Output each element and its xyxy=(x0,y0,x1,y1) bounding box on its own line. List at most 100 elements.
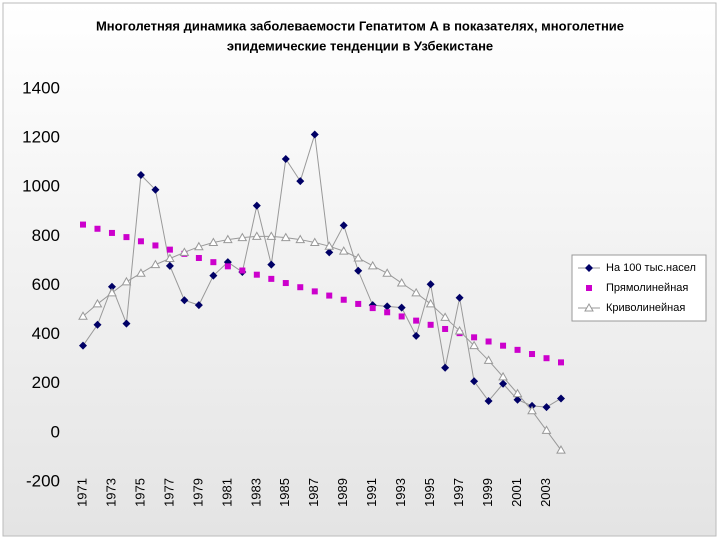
data-point xyxy=(324,241,335,250)
x-tick-label: 1973 xyxy=(103,478,118,507)
x-tick-label: 1971 xyxy=(74,478,89,507)
data-point xyxy=(121,276,132,286)
legend-marker xyxy=(586,285,592,291)
data-point xyxy=(326,292,333,299)
x-tick-label: 1977 xyxy=(161,478,176,507)
x-tick-label: 1995 xyxy=(422,478,437,507)
data-point xyxy=(194,301,203,310)
data-point xyxy=(78,311,88,320)
data-point xyxy=(180,296,189,305)
data-point xyxy=(454,325,465,335)
data-point xyxy=(268,275,275,282)
data-point xyxy=(556,445,566,454)
data-point xyxy=(93,320,102,329)
data-point xyxy=(253,271,260,278)
data-point xyxy=(557,394,565,403)
data-point xyxy=(151,185,160,194)
data-point xyxy=(136,268,146,277)
data-point xyxy=(107,287,117,297)
data-point xyxy=(426,280,435,289)
y-tick-label: 800 xyxy=(32,226,60,245)
data-point xyxy=(309,237,320,247)
data-point xyxy=(529,351,536,358)
data-point xyxy=(311,288,318,295)
series-line xyxy=(82,235,562,451)
x-tick-label: 1987 xyxy=(306,478,321,507)
data-point xyxy=(208,237,219,247)
x-tick-label: 1993 xyxy=(393,478,408,507)
legend-marker xyxy=(585,264,593,272)
data-point xyxy=(152,242,159,249)
data-point xyxy=(396,278,407,287)
data-point xyxy=(514,346,521,353)
chart-title: Многолетняя динамика заболеваемости Гепа… xyxy=(96,18,624,33)
data-point xyxy=(469,340,479,350)
data-point xyxy=(122,319,131,328)
legend-marker xyxy=(584,302,594,312)
data-point xyxy=(340,296,347,303)
x-tick-label: 1975 xyxy=(132,478,147,507)
data-point xyxy=(355,300,362,307)
data-point xyxy=(382,268,393,277)
data-point xyxy=(558,359,564,366)
data-point xyxy=(398,313,405,320)
data-point xyxy=(267,260,276,269)
data-point xyxy=(369,305,376,312)
data-point xyxy=(541,425,552,434)
data-point xyxy=(108,229,115,236)
data-point xyxy=(237,232,248,242)
data-point xyxy=(251,231,262,240)
x-tick-label: 1989 xyxy=(335,478,350,507)
data-point xyxy=(136,170,145,179)
legend-label: На 100 тыс.насел xyxy=(606,262,696,274)
data-point xyxy=(325,248,334,257)
data-point xyxy=(310,130,319,139)
data-point xyxy=(150,259,161,269)
x-tick-label: 1979 xyxy=(190,478,205,507)
data-point xyxy=(80,221,86,228)
data-point xyxy=(297,284,304,291)
data-point xyxy=(485,338,492,345)
data-point xyxy=(442,325,449,332)
x-tick-label: 1985 xyxy=(277,478,292,507)
data-point xyxy=(210,259,217,266)
data-point xyxy=(512,388,523,398)
y-tick-label: 1200 xyxy=(22,128,60,147)
data-point xyxy=(527,405,537,415)
chart-title: эпидемические тенденции в Узбекистане xyxy=(227,38,493,53)
data-point xyxy=(107,282,116,291)
data-point xyxy=(280,232,291,242)
y-tick-label: 1400 xyxy=(22,78,60,97)
data-point xyxy=(252,201,261,210)
x-tick-label: 1983 xyxy=(248,478,263,507)
legend-label: Криволинейная xyxy=(606,302,685,314)
data-point xyxy=(413,317,420,324)
data-point xyxy=(441,363,450,372)
data-point xyxy=(339,221,348,230)
y-tick-label: 400 xyxy=(32,324,60,343)
data-point xyxy=(427,321,434,328)
data-point xyxy=(266,231,277,240)
data-point xyxy=(397,303,406,312)
data-point xyxy=(94,225,101,232)
data-point xyxy=(137,238,144,245)
data-point xyxy=(484,396,493,405)
data-point xyxy=(194,241,204,251)
y-tick-label: 200 xyxy=(32,373,60,392)
data-point xyxy=(224,263,231,270)
x-tick-label: 1997 xyxy=(451,478,466,507)
data-point xyxy=(296,177,305,186)
data-point xyxy=(412,331,421,340)
data-point xyxy=(295,234,306,244)
data-point xyxy=(384,309,391,316)
data-point xyxy=(239,267,246,274)
data-point xyxy=(79,341,87,350)
data-point xyxy=(542,403,551,412)
data-point xyxy=(367,260,378,270)
data-point xyxy=(513,395,522,404)
data-point xyxy=(455,293,464,302)
data-point xyxy=(281,155,290,164)
data-point xyxy=(498,371,508,381)
x-tick-label: 1991 xyxy=(364,478,379,507)
